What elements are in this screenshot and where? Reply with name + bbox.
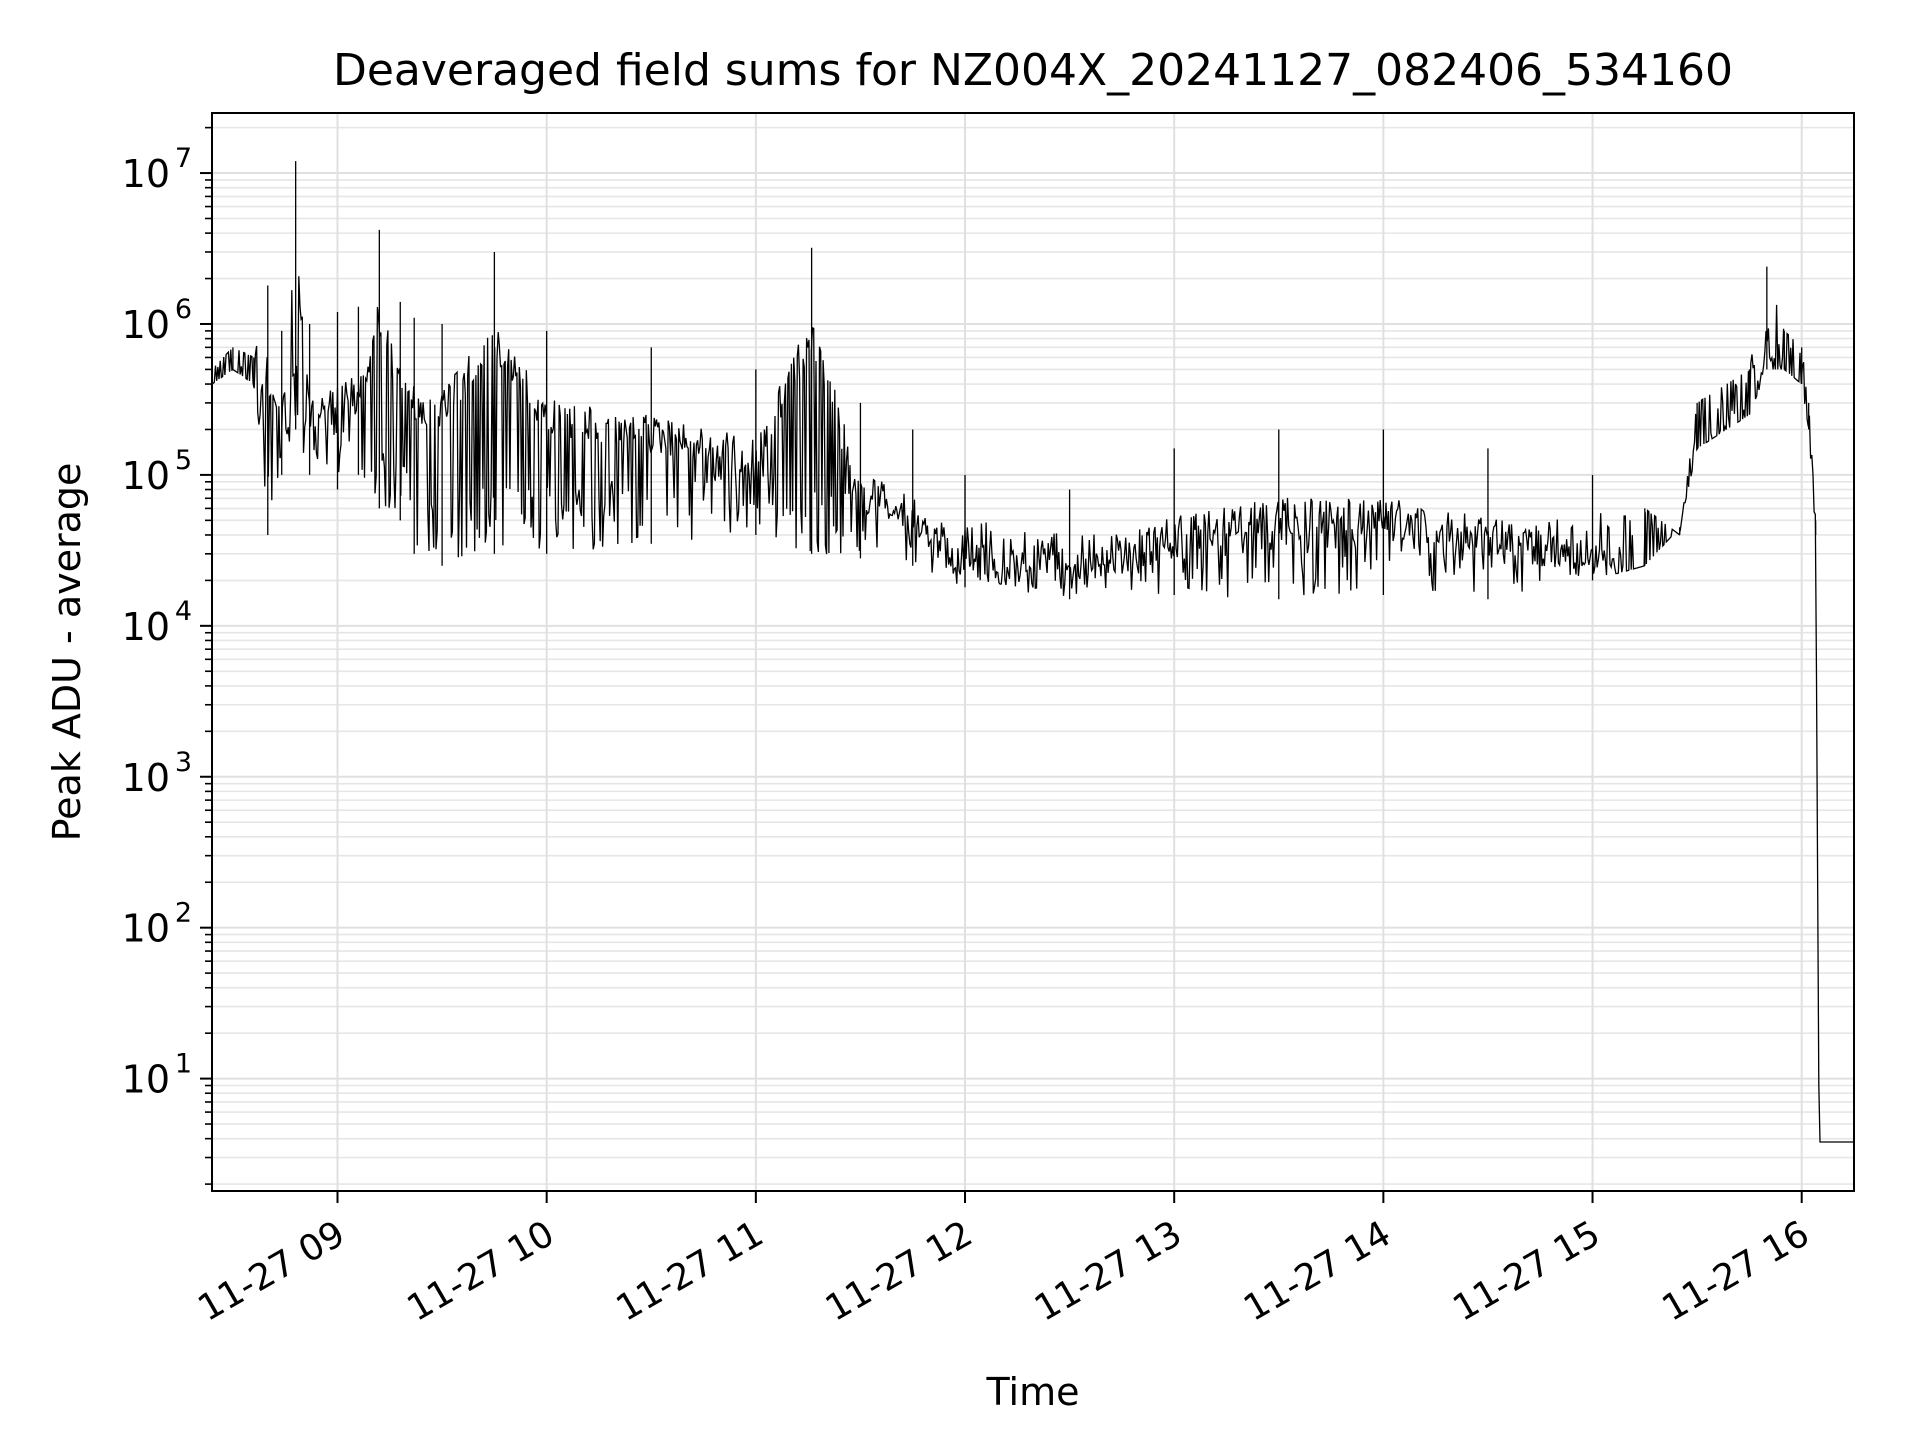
y-tick-exponent: 7 <box>175 143 192 174</box>
y-tick-label: 10 <box>122 605 170 649</box>
y-tick-exponent: 4 <box>175 596 192 627</box>
y-tick-label: 10 <box>122 152 170 196</box>
y-tick-exponent: 6 <box>175 294 192 325</box>
y-tick-exponent: 1 <box>175 1049 192 1080</box>
plot-frame <box>211 112 1855 1192</box>
y-tick-label: 10 <box>122 756 170 800</box>
y-tick-exponent: 5 <box>175 445 192 476</box>
y-tick-exponent: 2 <box>175 898 192 929</box>
chart-title: Deaveraged field sums for NZ004X_2024112… <box>333 45 1733 96</box>
y-tick-label: 10 <box>122 1058 170 1102</box>
y-tick-label: 10 <box>122 303 170 347</box>
series-line <box>211 276 1854 1143</box>
grid <box>212 113 1854 1191</box>
y-tick-label: 10 <box>122 907 170 951</box>
y-axis-label: Peak ADU - average <box>45 463 89 842</box>
data-layer <box>211 161 1854 1143</box>
y-tick-exponent: 3 <box>175 747 192 778</box>
x-axis-label: Time <box>986 1370 1080 1414</box>
y-tick-label: 10 <box>122 454 170 498</box>
